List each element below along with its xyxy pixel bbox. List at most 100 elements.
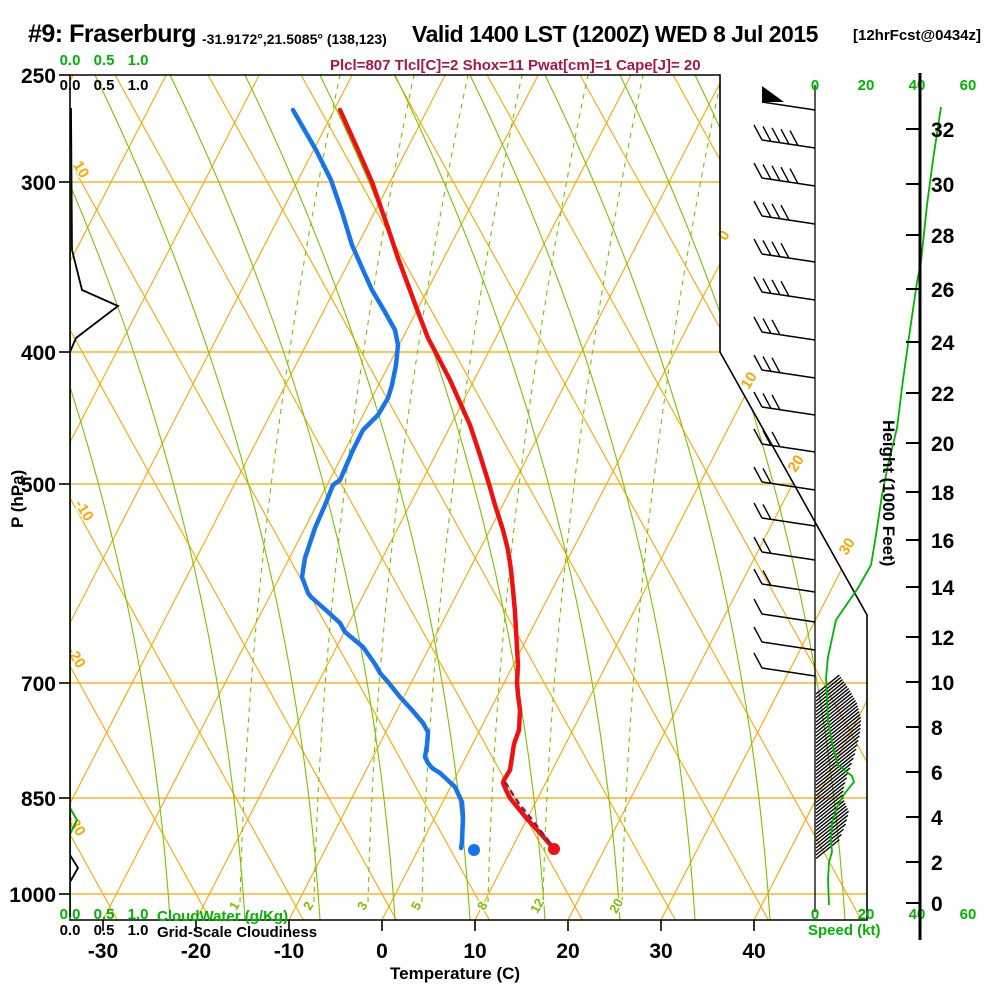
wind-barb-feather — [753, 536, 763, 553]
wind-barb-feather — [771, 127, 781, 144]
temperature-tick-label: 0 — [376, 940, 388, 963]
wind-barb-hatch — [815, 797, 844, 821]
temperature-tick-label: 40 — [742, 940, 765, 963]
wind-barb-feather — [762, 318, 772, 334]
wind-barb-feather — [762, 202, 772, 218]
wind-barb-hatch — [815, 723, 862, 762]
wind-barb-shaft — [761, 369, 816, 379]
pressure-tick-label: 250 — [21, 65, 56, 88]
wind-barb-hatch — [815, 794, 844, 818]
height-tick-label: 2 — [931, 852, 943, 875]
wind-barb-feather — [753, 200, 763, 217]
mixing-ratio-line — [487, 75, 589, 903]
wind-barb-shaft — [761, 517, 816, 527]
wind-barbs — [753, 86, 862, 860]
wind-barb-feather — [780, 280, 790, 297]
wind-barb-feather — [762, 356, 772, 372]
wind-barb-feather — [753, 568, 763, 585]
wind-barb-feather — [762, 126, 772, 142]
wind-barb-hatch — [815, 705, 859, 741]
isotherm-line — [70, 75, 353, 920]
pressure-tick-label: 850 — [21, 788, 56, 811]
cloud-scale-tick-label: 0.0 — [60, 906, 81, 923]
wind-barb-feather — [762, 504, 772, 520]
wind-barb-shaft — [761, 667, 816, 677]
speed-tick-label: 0 — [811, 906, 819, 923]
cloud-scale-tick-label: 0.5 — [94, 922, 115, 939]
dry-adiabat-line — [300, 75, 769, 920]
wind-barb-hatch — [815, 676, 842, 699]
height-tick-label: 6 — [931, 762, 943, 785]
pressure-axis-title: P (hPa) — [8, 469, 27, 528]
wind-barb-shaft — [761, 551, 816, 561]
height-tick-label: 16 — [931, 530, 954, 553]
wind-barb-feather — [762, 430, 772, 446]
temperature-tick-label: 30 — [649, 940, 672, 963]
cloud-scale-tick-label: 0.5 — [94, 52, 115, 69]
speed-tick-label: 60 — [960, 77, 977, 94]
wind-barb-feather — [753, 354, 763, 371]
grid-line-label: -20 — [63, 644, 89, 671]
grid-line-label: 30 — [836, 535, 859, 558]
grid-line-label: 0 — [715, 228, 734, 244]
dry-adiabat-line — [952, 75, 1000, 920]
wind-barb-hatch — [815, 802, 846, 828]
dry-adiabat-line — [70, 75, 490, 920]
moist-adiabat-line — [619, 75, 846, 920]
wind-barb-feather — [780, 128, 790, 145]
moist-adiabat-line — [94, 75, 321, 920]
wind-barb-hatch — [815, 727, 861, 765]
wind-barb-hatch — [815, 681, 845, 706]
temperature-tick-label: -30 — [88, 940, 118, 963]
wind-barb-feather — [789, 130, 799, 146]
wind-barb-hatch — [815, 708, 859, 744]
wind-barb-shaft — [761, 641, 816, 651]
wind-speed-profile — [825, 106, 942, 906]
wind-barb-feather — [771, 241, 781, 258]
dry-adiabat-line — [393, 75, 862, 920]
wind-barb-feather — [762, 393, 772, 409]
temperature-tick-label: -10 — [274, 940, 304, 963]
speed-tick-label: 40 — [909, 77, 926, 94]
grid-line-label: -10 — [71, 497, 97, 524]
station-title: #9: Fraserburg — [28, 20, 197, 48]
wind-barb-shaft — [761, 331, 816, 341]
wind-barb-hatch — [815, 762, 853, 793]
height-axis-title: Height (1000 Feet) — [879, 420, 898, 567]
pressure-tick-label: 700 — [21, 673, 56, 696]
wind-barb-hatch — [815, 805, 847, 832]
speed-axis-title: Speed (kt) — [808, 922, 881, 939]
wind-barb-hatch — [815, 777, 848, 804]
height-tick-label: 14 — [931, 577, 955, 600]
isotherm-line — [381, 75, 818, 920]
temperature-axis-title: Temperature (C) — [390, 964, 521, 983]
height-tick-label: 32 — [931, 119, 954, 142]
temperature-tick-label: -20 — [181, 940, 211, 963]
wind-barb-feather — [753, 626, 763, 643]
wind-barb-feather — [771, 431, 781, 448]
mixing-ratio-line — [621, 75, 723, 903]
wind-barb-hatch — [815, 828, 844, 853]
wind-barb-hatch — [815, 695, 854, 727]
wind-barb-feather — [771, 319, 781, 336]
wind-barb-hatch — [815, 767, 851, 797]
height-tick-label: 30 — [931, 174, 954, 197]
surface-dewpoint-dot — [468, 844, 480, 856]
isotherm-line — [70, 75, 446, 920]
parcel-path — [503, 781, 555, 849]
moist-adiabat-line — [394, 75, 621, 920]
isotherm-line — [288, 75, 725, 920]
wind-barb-feather — [762, 164, 772, 180]
wind-barb-hatch — [815, 735, 860, 772]
cloud-scale-tick-label: 0.0 — [60, 77, 81, 94]
wind-barb-feather — [771, 203, 781, 220]
grid-line-label: 10 — [69, 158, 92, 181]
moist-adiabat-line — [544, 75, 771, 920]
wind-barb-feather — [753, 466, 763, 483]
speed-tick-label: 0 — [811, 77, 819, 94]
wind-barb-hatch — [815, 713, 861, 751]
wind-barb-hatch — [815, 800, 845, 825]
dry-adiabat-line — [70, 75, 304, 920]
height-tick-label: 24 — [931, 332, 955, 355]
wind-barb-shaft — [761, 406, 816, 416]
